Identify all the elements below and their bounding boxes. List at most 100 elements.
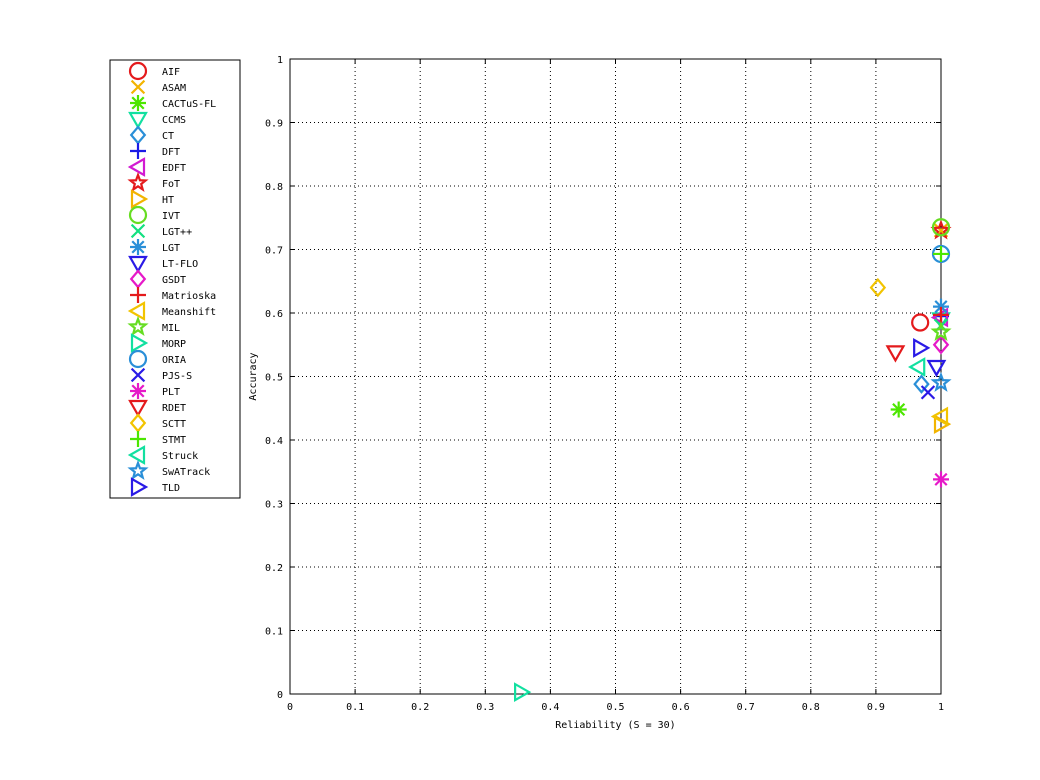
legend-marker: [127, 459, 149, 481]
legend-marker: [127, 171, 149, 193]
legend-label: AIF: [162, 67, 180, 78]
data-point-tld: [913, 338, 931, 358]
data-point-struck: [907, 357, 926, 377]
legend-label: MORP: [162, 339, 186, 350]
legend-marker: [130, 79, 146, 95]
legend-marker: [127, 445, 146, 465]
x-tick-label: 1: [938, 702, 944, 713]
data-points: [514, 218, 952, 702]
legend-item: LGT++: [130, 223, 192, 239]
y-tick-label: 0.3: [265, 500, 283, 511]
legend-item: LT-FLO: [128, 255, 198, 274]
legend-item: HT: [130, 189, 174, 209]
y-tick-label: 0: [277, 690, 283, 701]
legend-label: LT-FLO: [162, 259, 198, 270]
data-point-pjs-s: [920, 385, 936, 400]
legend-label: CACTuS-FL: [162, 99, 216, 110]
data-point-fot: [930, 219, 952, 240]
legend-label: HT: [162, 195, 174, 206]
legend-marker: [128, 111, 148, 130]
legend-marker: [130, 239, 146, 255]
legend-label: EDFT: [162, 163, 186, 174]
x-tick-label: 0.5: [606, 702, 624, 713]
legend-label: SwATrack: [162, 467, 210, 478]
legend-marker: [130, 367, 146, 383]
tick-labels: 0 0.1 0.2 0.3 0.4 0.5 0.6 0.7 0.8 0.9 1 0 0.1 0.2 0.3 0…: [265, 55, 944, 713]
legend-label: RDET: [162, 403, 186, 414]
legend-label: PJS-S: [162, 371, 192, 382]
legend-marker: [130, 95, 146, 111]
legend-item: AIF: [128, 61, 180, 81]
y-tick-label: 1: [277, 55, 283, 66]
y-tick-label: 0.5: [265, 373, 283, 384]
legend-item: Matrioska: [130, 287, 216, 303]
x-tick-label: 0.1: [346, 702, 364, 713]
legend-label: IVT: [162, 211, 180, 222]
legend-marker: [130, 287, 146, 303]
legend-label: ORIA: [162, 355, 186, 366]
y-axis-label: Accuracy: [248, 352, 259, 400]
legend-label: Matrioska: [162, 291, 216, 302]
legend-label: LGT++: [162, 227, 192, 238]
legend-item: MIL: [127, 315, 180, 337]
legend-label: LGT: [162, 243, 180, 254]
legend-marker: [130, 431, 146, 447]
legend-marker: [130, 333, 149, 353]
data-point-morp: [514, 682, 532, 702]
legend-label: MIL: [162, 323, 180, 334]
data-point-rdet: [885, 345, 906, 363]
data-point-mil: [930, 320, 952, 342]
data-point-ct: [913, 374, 930, 394]
legend-marker: [130, 383, 146, 399]
legend-item: PLT: [130, 383, 180, 399]
legend-item: PJS-S: [130, 367, 192, 383]
legend-item: ASAM: [130, 79, 186, 95]
legend-label: FoT: [162, 179, 180, 190]
x-tick-label: 0.7: [737, 702, 755, 713]
legend-marker: [130, 143, 146, 159]
x-tick-label: 0.4: [541, 702, 559, 713]
data-point-stmt: [933, 245, 949, 262]
legend-marker: [128, 61, 148, 81]
x-tick-label: 0.6: [672, 702, 690, 713]
x-tick-label: 0.3: [476, 702, 494, 713]
y-tick-label: 0.9: [265, 119, 283, 130]
legend-marker: [127, 157, 146, 177]
legend-label: TLD: [162, 483, 180, 494]
legend-item: TLD: [130, 477, 180, 497]
legend-label: Struck: [162, 451, 198, 462]
x-tick-label: 0.9: [867, 702, 885, 713]
data-point-sctt: [869, 277, 887, 298]
legend-item: EDFT: [127, 157, 186, 177]
data-point-lt-flo: [926, 359, 947, 378]
legend-item: MORP: [130, 333, 186, 353]
legend-label: STMT: [162, 435, 186, 446]
data-point-gsdt: [932, 335, 950, 355]
x-axis-label: Reliability (S = 30): [555, 720, 675, 731]
legend-marker: [127, 301, 146, 321]
data-point-meanshift: [930, 406, 949, 427]
legend-marker: [128, 349, 148, 369]
legend-marker: [130, 223, 146, 239]
legend-item: CCMS: [128, 111, 186, 130]
legend: AIF ASAM CACTuS-FL CCMS CT DFT EDFT FoT HT IVT LGT…: [109, 59, 241, 499]
legend-marker: [128, 205, 148, 225]
legend-marker: [130, 189, 149, 209]
legend-marker: [130, 477, 149, 497]
legend-item: SwATrack: [127, 459, 210, 481]
legend-item: CACTuS-FL: [130, 95, 216, 111]
data-point-lgt: [933, 298, 949, 315]
legend-label: ASAM: [162, 83, 186, 94]
data-point-aif: [911, 313, 930, 332]
legend-label: CCMS: [162, 115, 186, 126]
y-tick-label: 0.6: [265, 309, 283, 320]
x-tick-label: 0.8: [802, 702, 820, 713]
data-point-ivt: [931, 218, 951, 237]
grid: [290, 59, 941, 694]
data-point-cactus-fl: [890, 401, 907, 418]
data-point-matrioska: [933, 306, 949, 323]
legend-item: STMT: [130, 431, 186, 447]
legend-label: GSDT: [162, 275, 186, 286]
legend-marker: [127, 315, 149, 337]
